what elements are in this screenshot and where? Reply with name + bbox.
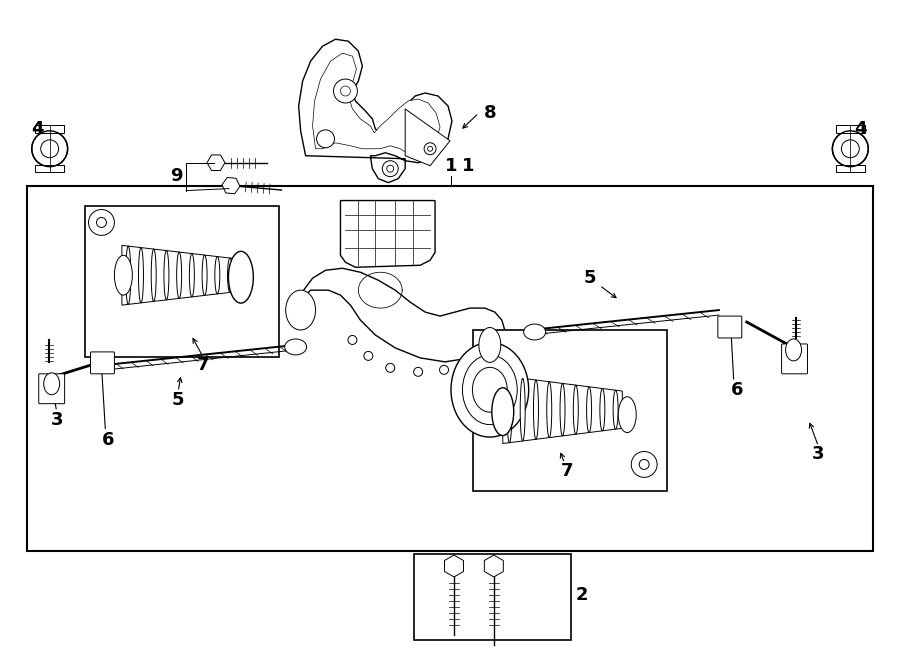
Ellipse shape bbox=[215, 256, 220, 294]
FancyBboxPatch shape bbox=[39, 374, 65, 404]
Bar bbox=[414, 554, 572, 640]
Bar bbox=[35, 126, 64, 133]
Text: 4: 4 bbox=[854, 120, 867, 138]
Ellipse shape bbox=[202, 255, 207, 295]
Ellipse shape bbox=[618, 397, 636, 432]
Ellipse shape bbox=[560, 383, 565, 436]
Ellipse shape bbox=[44, 373, 59, 395]
Circle shape bbox=[96, 217, 106, 227]
Polygon shape bbox=[503, 376, 622, 444]
Circle shape bbox=[439, 366, 448, 374]
Bar bbox=[27, 186, 873, 551]
Bar bbox=[35, 165, 64, 172]
Circle shape bbox=[40, 140, 58, 158]
FancyBboxPatch shape bbox=[781, 344, 807, 374]
Polygon shape bbox=[484, 555, 503, 577]
Polygon shape bbox=[445, 555, 464, 577]
Ellipse shape bbox=[573, 385, 579, 434]
Ellipse shape bbox=[600, 389, 605, 431]
Text: 5: 5 bbox=[172, 391, 184, 408]
Ellipse shape bbox=[547, 382, 552, 438]
Bar bbox=[472, 330, 667, 491]
Circle shape bbox=[428, 146, 433, 151]
Polygon shape bbox=[299, 39, 452, 182]
Bar bbox=[836, 165, 865, 172]
Text: 6: 6 bbox=[731, 381, 743, 399]
Polygon shape bbox=[122, 245, 237, 305]
Bar bbox=[836, 126, 865, 133]
Polygon shape bbox=[312, 53, 440, 156]
Ellipse shape bbox=[284, 339, 307, 355]
Ellipse shape bbox=[139, 248, 143, 303]
Ellipse shape bbox=[151, 249, 157, 301]
Text: 5: 5 bbox=[583, 269, 596, 288]
Text: 9: 9 bbox=[170, 167, 183, 184]
Text: 7: 7 bbox=[197, 356, 210, 374]
Circle shape bbox=[340, 86, 350, 96]
Polygon shape bbox=[222, 178, 240, 194]
Circle shape bbox=[639, 459, 649, 469]
Text: 4: 4 bbox=[32, 120, 44, 138]
Text: 7: 7 bbox=[561, 463, 572, 481]
Circle shape bbox=[88, 210, 114, 235]
Circle shape bbox=[386, 364, 395, 372]
Circle shape bbox=[382, 161, 398, 176]
Circle shape bbox=[364, 352, 373, 360]
Circle shape bbox=[334, 79, 357, 103]
Circle shape bbox=[832, 131, 868, 167]
Ellipse shape bbox=[228, 258, 232, 292]
Text: 1: 1 bbox=[462, 157, 474, 175]
Ellipse shape bbox=[507, 377, 512, 443]
Polygon shape bbox=[405, 109, 450, 166]
Ellipse shape bbox=[534, 380, 538, 440]
Ellipse shape bbox=[164, 251, 169, 300]
Ellipse shape bbox=[451, 342, 528, 437]
Ellipse shape bbox=[189, 254, 194, 297]
Circle shape bbox=[631, 451, 657, 477]
Text: 6: 6 bbox=[103, 430, 114, 449]
Ellipse shape bbox=[229, 251, 253, 303]
Ellipse shape bbox=[479, 327, 500, 362]
Polygon shape bbox=[340, 200, 435, 267]
Ellipse shape bbox=[786, 339, 802, 361]
Circle shape bbox=[414, 368, 423, 376]
Circle shape bbox=[317, 130, 335, 148]
Circle shape bbox=[387, 165, 393, 172]
Polygon shape bbox=[301, 268, 505, 362]
Ellipse shape bbox=[472, 368, 508, 412]
Circle shape bbox=[348, 336, 357, 344]
Ellipse shape bbox=[587, 387, 591, 432]
Bar bbox=[85, 206, 279, 357]
Text: 8: 8 bbox=[483, 104, 496, 122]
Ellipse shape bbox=[491, 388, 514, 436]
Ellipse shape bbox=[114, 255, 132, 295]
Ellipse shape bbox=[176, 252, 182, 298]
FancyBboxPatch shape bbox=[718, 316, 742, 338]
Circle shape bbox=[842, 140, 859, 158]
Ellipse shape bbox=[463, 355, 518, 424]
Text: 3: 3 bbox=[50, 410, 63, 428]
FancyBboxPatch shape bbox=[91, 352, 114, 374]
Circle shape bbox=[424, 143, 436, 155]
Ellipse shape bbox=[126, 246, 130, 304]
Polygon shape bbox=[207, 155, 225, 171]
Ellipse shape bbox=[524, 324, 545, 340]
Ellipse shape bbox=[285, 290, 316, 330]
Text: 2: 2 bbox=[575, 586, 588, 604]
Ellipse shape bbox=[613, 390, 618, 429]
Text: 1: 1 bbox=[445, 157, 457, 175]
Circle shape bbox=[32, 131, 68, 167]
Ellipse shape bbox=[520, 378, 526, 441]
Text: 3: 3 bbox=[812, 446, 824, 463]
